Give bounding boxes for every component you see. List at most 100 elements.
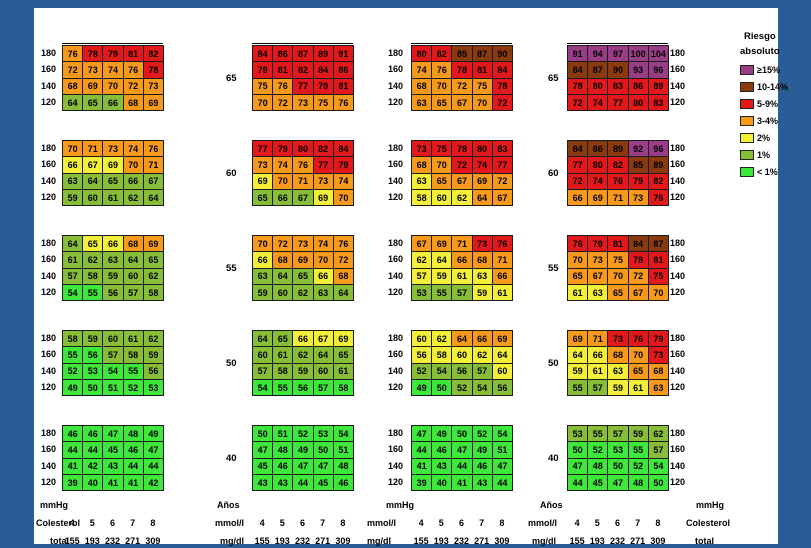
pas-value: 160: [670, 254, 686, 265]
score-cell: 64: [252, 330, 274, 348]
score-cell: 55: [587, 425, 609, 443]
score-cell: 82: [647, 172, 669, 190]
score-cell: 43: [431, 457, 453, 475]
score-cell: 50: [647, 473, 669, 492]
chol-mmol-value: 6: [614, 518, 620, 528]
score-cell: 68: [411, 156, 433, 174]
score-cell: 60: [102, 330, 124, 348]
score-cell: 59: [292, 362, 314, 380]
age-label: 40: [548, 452, 559, 464]
score-cell: 47: [451, 441, 473, 459]
score-cell: 61: [62, 251, 84, 269]
score-cell: 68: [122, 93, 144, 112]
score-cell: 50: [431, 378, 453, 397]
score-cell: 46: [82, 425, 104, 443]
chol-mg-value: 155: [413, 536, 429, 546]
legend-swatch: [740, 82, 754, 92]
score-cell: 61: [102, 188, 124, 207]
chol-mg-value: 309: [335, 536, 351, 546]
score-cell: 52: [587, 441, 609, 459]
legend-item-label: 1%: [757, 150, 771, 160]
pas-value: 120: [388, 96, 404, 107]
score-cell: 78: [567, 77, 589, 95]
age-label: 50: [226, 357, 237, 369]
score-cell: 63: [647, 378, 669, 397]
score-cell: 50: [312, 441, 334, 459]
score-cell: 83: [647, 93, 669, 112]
pas-value: 120: [670, 191, 686, 202]
score-cell: 59: [567, 362, 589, 380]
score-cell: 66: [587, 346, 609, 364]
score-cell: 60: [252, 346, 274, 364]
score-cell: 66: [471, 330, 493, 348]
score-cell: 77: [252, 140, 274, 158]
score-cell: 81: [647, 251, 669, 269]
score-cell: 87: [587, 61, 609, 79]
score-cell: 65: [82, 93, 104, 112]
score-cell: 66: [451, 251, 473, 269]
pas-value: 140: [670, 175, 686, 186]
score-cell: 85: [451, 45, 473, 63]
score-cell: 65: [292, 267, 314, 285]
score-cell: 48: [627, 473, 649, 492]
chol-mmol-value: 5: [594, 518, 600, 528]
score-cell: 76: [62, 45, 84, 63]
score-cell: 60: [272, 283, 294, 302]
score-cell: 89: [312, 45, 334, 63]
score-cell: 55: [567, 378, 589, 397]
score-cell: 53: [567, 425, 589, 443]
score-cell: 58: [431, 346, 453, 364]
pas-value: 160: [388, 64, 404, 75]
score-cell: 49: [142, 425, 164, 443]
pas-value: 120: [41, 191, 57, 202]
chol-mmol-value: 5: [438, 518, 444, 528]
score-cell: 70: [567, 251, 589, 269]
score-cell: 54: [252, 378, 274, 397]
score-cell: 53: [411, 283, 433, 302]
score-cell: 58: [411, 188, 433, 207]
anos-label: Años: [217, 500, 240, 510]
score-cell: 49: [411, 378, 433, 397]
legend-swatch: [740, 167, 754, 177]
chol-mg-value: 193: [84, 536, 100, 546]
score-cell: 74: [411, 61, 433, 79]
score-cell: 69: [142, 93, 164, 112]
score-cell: 80: [292, 140, 314, 158]
score-cell: 67: [451, 172, 473, 190]
score-cell: 79: [252, 61, 274, 79]
score-cell: 65: [627, 362, 649, 380]
score-cell: 76: [567, 235, 589, 253]
score-cell: 59: [142, 346, 164, 364]
score-cell: 64: [62, 93, 84, 112]
score-cell: 84: [312, 61, 334, 79]
mmol-label: mmol/l: [528, 518, 558, 528]
score-cell: 55: [122, 362, 144, 380]
score-cell: 67: [627, 283, 649, 302]
score-cell: 54: [332, 425, 354, 443]
score-cell: 66: [491, 267, 513, 285]
score-cell: 50: [451, 425, 473, 443]
score-cell: 78: [142, 61, 164, 79]
score-cell: 49: [62, 378, 84, 397]
score-cell: 76: [332, 93, 354, 112]
chol-mg-value: 193: [274, 536, 290, 546]
score-cell: 80: [587, 156, 609, 174]
score-cell: 75: [647, 267, 669, 285]
chol-mg-value: 193: [589, 536, 605, 546]
score-cell: 100: [627, 45, 649, 63]
score-cell: 61: [332, 362, 354, 380]
score-cell: 70: [312, 251, 334, 269]
score-cell: 74: [122, 140, 144, 158]
score-cell: 67: [312, 330, 334, 348]
pas-value: 180: [41, 143, 57, 153]
score-cell: 89: [607, 140, 629, 158]
score-cell: 68: [272, 251, 294, 269]
score-cell: 79: [312, 77, 334, 95]
pas-value: 160: [388, 159, 404, 170]
score-cell: 87: [471, 45, 493, 63]
score-cell: 78: [451, 61, 473, 79]
chol-mmol-value: 8: [340, 518, 346, 528]
score-cell: 67: [587, 267, 609, 285]
score-cell: 76: [142, 140, 164, 158]
score-cell: 64: [332, 283, 354, 302]
